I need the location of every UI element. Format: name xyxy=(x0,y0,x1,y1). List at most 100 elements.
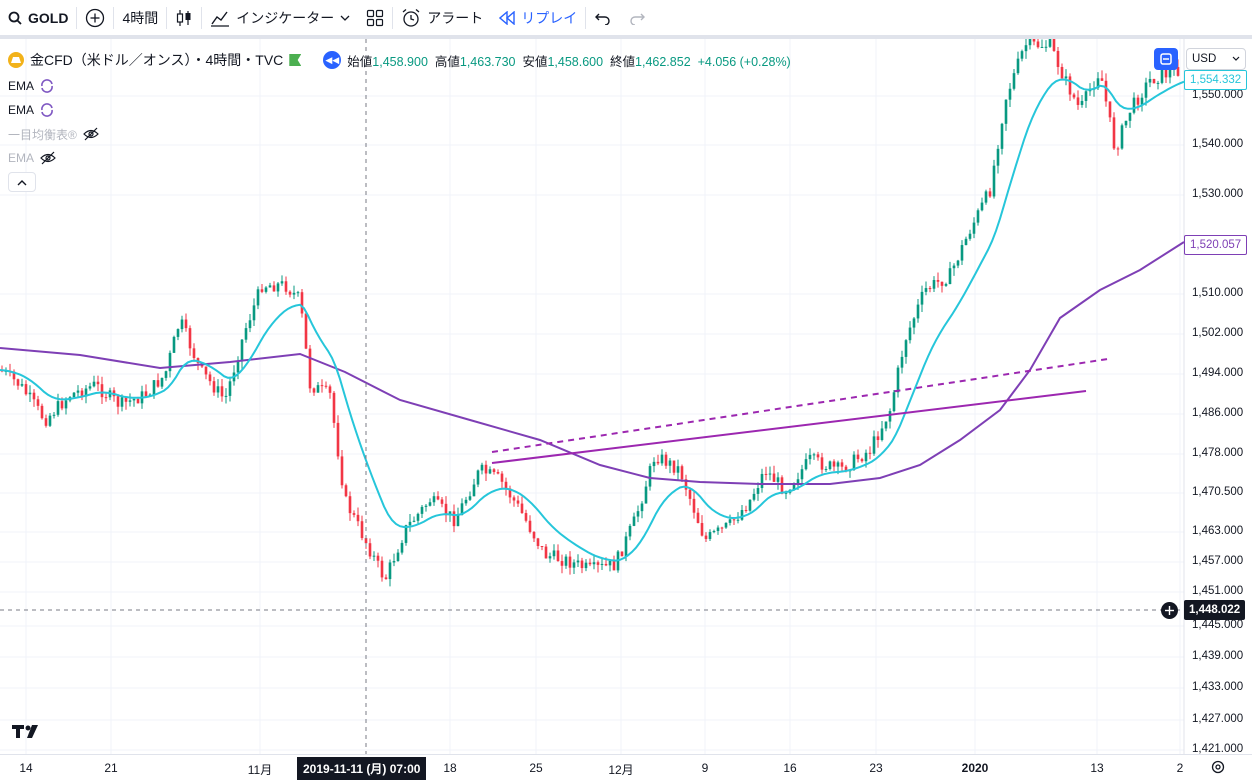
candle-body xyxy=(244,328,248,340)
candle-body xyxy=(776,477,780,482)
candle-body xyxy=(440,499,444,504)
candle-body xyxy=(164,371,168,378)
chart-type-button[interactable] xyxy=(167,0,201,37)
candle-body xyxy=(188,328,192,349)
candle-body xyxy=(1156,82,1160,84)
candle-body xyxy=(380,560,384,578)
add-alert-button[interactable] xyxy=(1161,602,1178,619)
candle-body xyxy=(1060,66,1064,79)
candle-body xyxy=(540,545,544,547)
candle-body xyxy=(716,527,720,531)
candle-body xyxy=(572,562,576,568)
trendline-solid[interactable] xyxy=(491,390,1087,464)
candle-body xyxy=(280,281,284,284)
candle-body xyxy=(584,562,588,569)
price-chart[interactable] xyxy=(0,39,1252,754)
symbol-label: GOLD xyxy=(28,9,69,26)
tradingview-logo[interactable] xyxy=(12,722,44,748)
candle-body xyxy=(748,499,752,511)
symbol-search-button[interactable]: GOLD xyxy=(0,0,76,37)
gear-icon[interactable] xyxy=(1210,759,1226,775)
candle-body xyxy=(412,520,416,522)
price-tick-label: 1,510.000 xyxy=(1192,287,1244,299)
candle-body xyxy=(560,561,564,566)
indicator-label: EMA xyxy=(8,103,35,117)
candle-body xyxy=(180,319,184,330)
candle-body xyxy=(64,400,68,409)
candle-body xyxy=(436,496,440,500)
price-tick-label: 1,451.000 xyxy=(1192,585,1244,597)
redo-button[interactable] xyxy=(620,0,654,37)
chart-grid xyxy=(0,39,1184,754)
candle-body xyxy=(884,421,888,429)
candle-body xyxy=(920,291,924,305)
indicator-row-ema-1[interactable]: EMA xyxy=(8,76,54,96)
indicator-row-ichimoku[interactable]: 一目均衡表® xyxy=(8,124,99,144)
indicator-row-ema-3[interactable]: EMA xyxy=(8,148,56,168)
candle-body xyxy=(356,514,360,522)
candle-body xyxy=(204,366,208,375)
time-axis[interactable]: 14 21 11月 18 25 12月 9 16 23 2020 13 2 2019-11-11 (月)… xyxy=(0,754,1252,781)
candle-body xyxy=(76,390,80,393)
eye-crossed-icon[interactable] xyxy=(40,151,56,165)
candle-body xyxy=(932,280,936,289)
candle-body xyxy=(136,398,140,404)
candle-body xyxy=(240,339,244,362)
compare-button[interactable] xyxy=(77,0,113,37)
candle-body xyxy=(464,499,468,504)
indicator-row-ema-2[interactable]: EMA xyxy=(8,100,54,120)
time-tick-label: 16 xyxy=(783,761,797,775)
alert-button[interactable]: アラート xyxy=(393,0,491,37)
candle-body xyxy=(332,392,336,423)
candle-body xyxy=(712,530,716,533)
replay-rewind-icon[interactable]: ◀◀ xyxy=(323,51,342,69)
candle-body xyxy=(92,381,96,387)
candle-body xyxy=(260,289,264,292)
flag-icon[interactable] xyxy=(289,54,302,66)
eye-crossed-icon[interactable] xyxy=(82,127,99,141)
candle-body xyxy=(228,381,232,396)
candle-body xyxy=(1164,69,1168,78)
candle-body xyxy=(868,452,872,454)
candle-body xyxy=(596,562,600,565)
candle-body xyxy=(668,460,672,466)
collapse-legend-button[interactable] xyxy=(8,172,36,192)
chevron-down-icon xyxy=(1232,56,1240,61)
candle-body xyxy=(364,538,368,544)
time-tick-label: 12月 xyxy=(608,763,634,777)
candle-body xyxy=(752,493,756,500)
candle-body xyxy=(1016,58,1020,74)
currency-select[interactable]: USD xyxy=(1186,48,1246,70)
undo-icon xyxy=(595,13,610,25)
candle-body xyxy=(800,469,804,480)
candle-body xyxy=(480,464,484,471)
candle-body xyxy=(1048,39,1052,47)
time-tick-label: 9 xyxy=(701,761,709,775)
candle-body xyxy=(704,535,708,539)
candle-body xyxy=(568,556,572,568)
candle-body xyxy=(936,280,940,282)
refresh-icon xyxy=(1160,53,1172,65)
candle-body xyxy=(252,305,256,321)
candle-body xyxy=(604,563,608,566)
candle-body xyxy=(368,543,372,557)
alarm-clock-icon xyxy=(402,8,420,27)
candle-body xyxy=(1168,69,1172,78)
undo-button[interactable] xyxy=(586,0,620,37)
candle-body xyxy=(976,210,980,223)
candle-body xyxy=(524,513,528,521)
candle-body xyxy=(840,462,844,467)
candle-body xyxy=(132,398,136,401)
candle-body xyxy=(16,379,20,386)
auto-scale-button[interactable] xyxy=(1154,48,1178,70)
trendline-dashed[interactable] xyxy=(491,358,1109,453)
interval-button[interactable]: 4時間 xyxy=(114,0,166,37)
candle-body xyxy=(784,492,788,494)
replay-button[interactable]: リプレイ xyxy=(491,0,585,37)
candle-body xyxy=(520,503,524,514)
candle-body xyxy=(1036,41,1040,48)
candle-body xyxy=(1148,78,1152,83)
layouts-button[interactable] xyxy=(358,0,392,37)
candle-body xyxy=(52,414,56,416)
indicators-button[interactable]: インジケーター xyxy=(202,0,358,37)
